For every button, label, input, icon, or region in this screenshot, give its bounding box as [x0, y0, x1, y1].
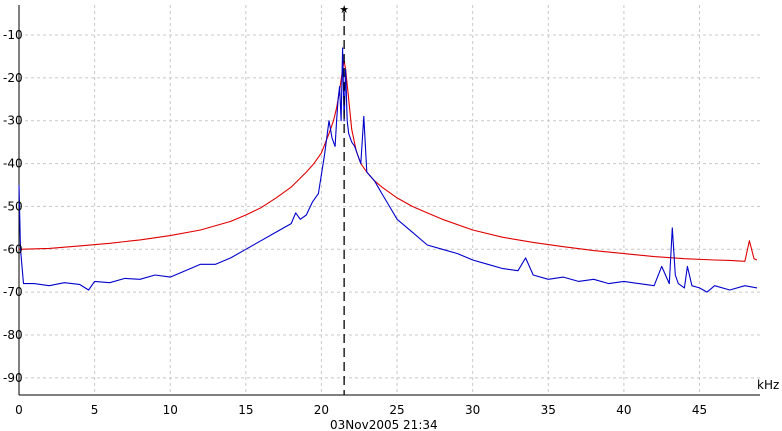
marker: ★ [339, 3, 349, 395]
x-tick-label: 10 [163, 403, 178, 417]
x-tick-label: 20 [314, 403, 329, 417]
y-tick-label: -20 [3, 71, 23, 85]
y-tick-label: -40 [3, 157, 23, 171]
y-tick-label: -90 [3, 371, 23, 385]
x-tick-label: 5 [91, 403, 99, 417]
x-tick-label: 45 [692, 403, 707, 417]
y-tick-label: -80 [3, 328, 23, 342]
series-line-red [18, 60, 758, 262]
x-tick-label: 30 [465, 403, 480, 417]
y-tick-label: -70 [3, 285, 23, 299]
timestamp: 03Nov2005 21:34 [330, 418, 438, 431]
grid [19, 5, 760, 395]
y-tick-label: -50 [3, 199, 23, 213]
tick-labels: 0 5 10 15 20 25 30 35 40 45 -10 -20 -30 -40 -50 -60 -70 -… [3, 28, 707, 417]
x-tick-label: 25 [389, 403, 404, 417]
y-tick-label: -60 [3, 242, 23, 256]
axes [18, 5, 760, 396]
x-tick-label: 35 [541, 403, 556, 417]
x-tick-label: 0 [15, 403, 23, 417]
y-tick-label: -10 [3, 28, 23, 42]
x-tick-label: 15 [238, 403, 253, 417]
series [18, 47, 758, 293]
x-tick-label: 40 [616, 403, 631, 417]
series-line-blue [18, 47, 758, 293]
y-tick-label: -30 [3, 114, 23, 128]
x-unit-label: kHz [757, 378, 779, 392]
marker-star-icon: ★ [339, 3, 349, 16]
